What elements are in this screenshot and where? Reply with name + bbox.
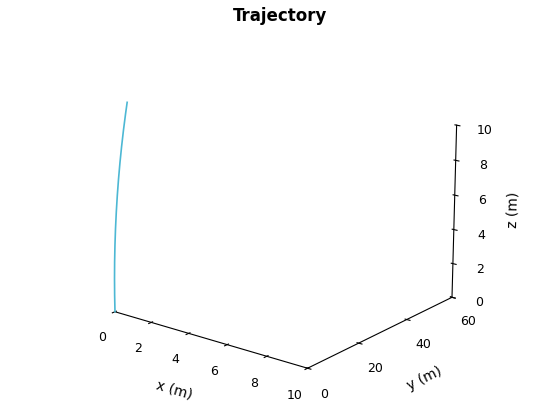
Title: Trajectory: Trajectory xyxy=(233,7,327,25)
Y-axis label: y (m): y (m) xyxy=(405,364,444,393)
X-axis label: x (m): x (m) xyxy=(155,378,194,402)
